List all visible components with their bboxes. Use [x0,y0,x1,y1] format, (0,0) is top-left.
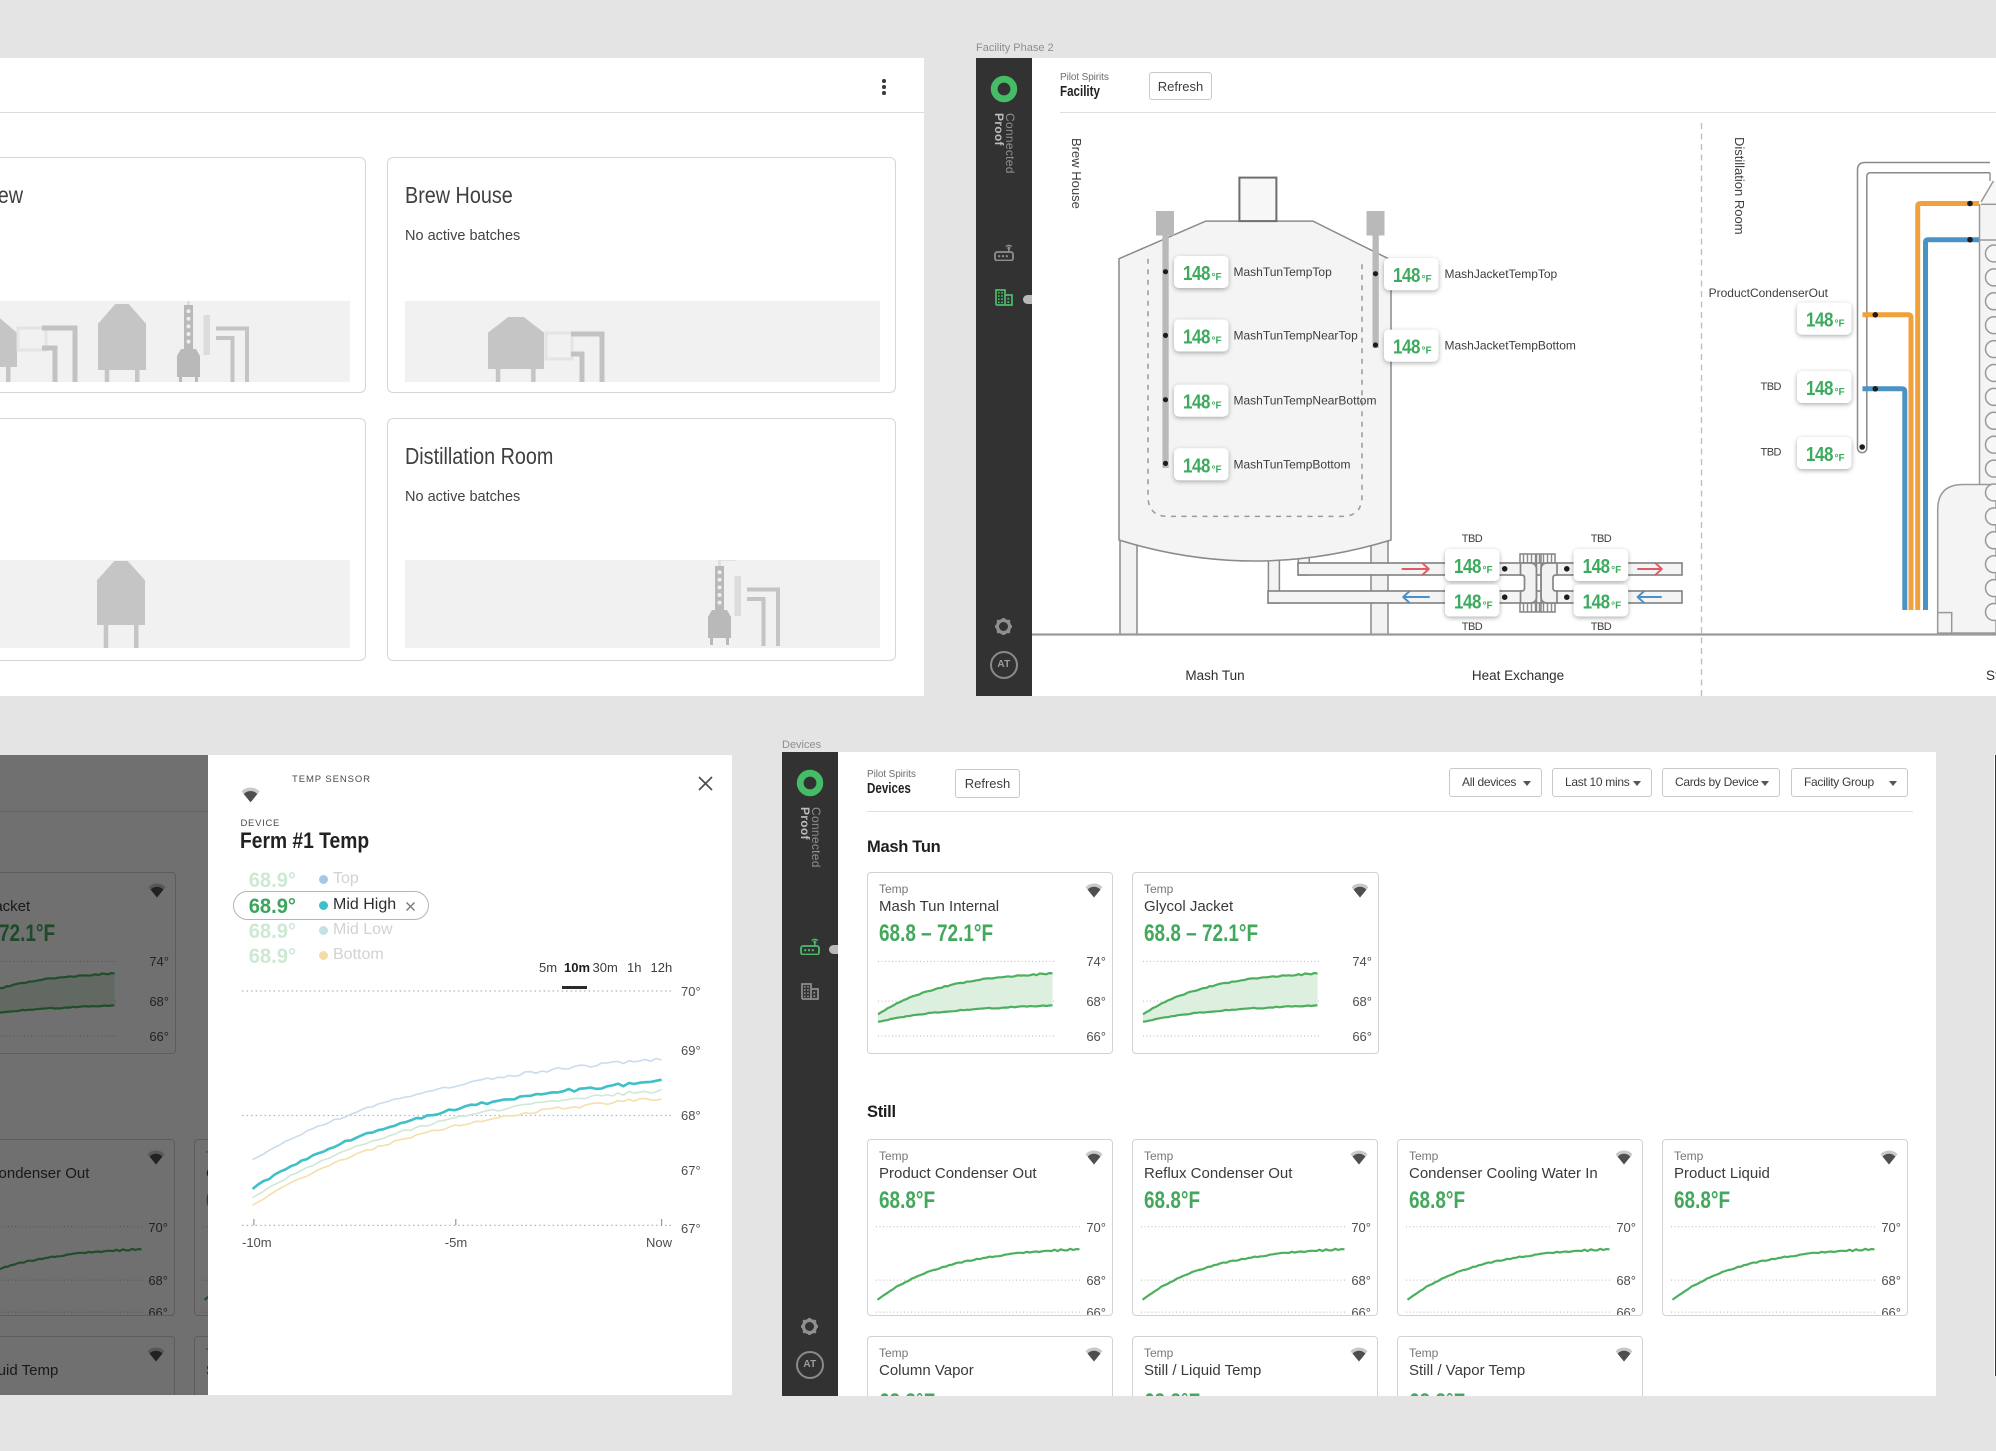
svg-text:°F: °F [1483,601,1493,612]
svg-text:Distillation Room: Distillation Room [1732,137,1747,235]
svg-text:Heat Exchange: Heat Exchange [1472,668,1564,683]
svg-text:-5m: -5m [445,1235,467,1250]
svg-text:148: 148 [1183,263,1210,285]
svg-text:°F: °F [1835,387,1845,398]
svg-text:148: 148 [1806,310,1833,332]
svg-text:MashTunTempBottom: MashTunTempBottom [1234,457,1351,471]
svg-text:Mash Tun: Mash Tun [1185,668,1244,683]
svg-text:67°: 67° [681,1163,701,1178]
svg-text:°F: °F [1483,565,1493,576]
svg-text:148: 148 [1806,378,1833,400]
svg-text:°F: °F [1611,601,1621,612]
svg-text:°F: °F [1611,565,1621,576]
svg-text:TBD: TBD [1462,533,1483,545]
svg-text:148: 148 [1183,327,1210,349]
svg-text:TBD: TBD [1591,533,1612,545]
svg-text:148: 148 [1183,392,1210,414]
svg-text:TBD: TBD [1591,621,1612,633]
svg-text:MashJacketTempTop: MashJacketTempTop [1445,267,1558,281]
svg-text:148: 148 [1393,337,1420,359]
svg-text:TBD: TBD [1761,447,1782,459]
svg-text:148: 148 [1393,265,1420,287]
svg-text:148: 148 [1806,444,1833,466]
svg-text:Now: Now [646,1235,673,1250]
svg-text:°F: °F [1835,453,1845,464]
svg-text:148: 148 [1454,556,1481,578]
svg-text:°F: °F [1422,346,1432,357]
svg-text:TBD: TBD [1462,621,1483,633]
svg-text:148: 148 [1183,455,1210,477]
svg-text:°F: °F [1212,336,1222,347]
svg-text:Still: Still [1986,668,1996,683]
svg-text:68°: 68° [681,1108,701,1123]
svg-text:ProductCondenserOut: ProductCondenserOut [1709,286,1829,300]
svg-text:°F: °F [1212,272,1222,283]
svg-text:69°: 69° [681,1043,701,1058]
svg-text:MashTunTempNearTop: MashTunTempNearTop [1234,329,1359,343]
svg-text:148: 148 [1583,556,1610,578]
svg-text:°F: °F [1835,319,1845,330]
svg-text:MashTunTempTop: MashTunTempTop [1234,265,1333,279]
svg-text:148: 148 [1583,592,1610,614]
svg-text:148: 148 [1454,592,1481,614]
svg-text:°F: °F [1212,464,1222,475]
svg-text:Brew House: Brew House [1069,138,1084,209]
svg-text:TBD: TBD [1761,381,1782,393]
svg-text:70°: 70° [681,984,701,999]
svg-text:67°: 67° [681,1221,701,1236]
svg-text:°F: °F [1212,401,1222,412]
svg-text:°F: °F [1422,274,1432,285]
svg-text:MashJacketTempBottom: MashJacketTempBottom [1445,339,1576,353]
svg-text:-10m: -10m [242,1235,272,1250]
svg-text:MashTunTempNearBottom: MashTunTempNearBottom [1234,394,1377,408]
